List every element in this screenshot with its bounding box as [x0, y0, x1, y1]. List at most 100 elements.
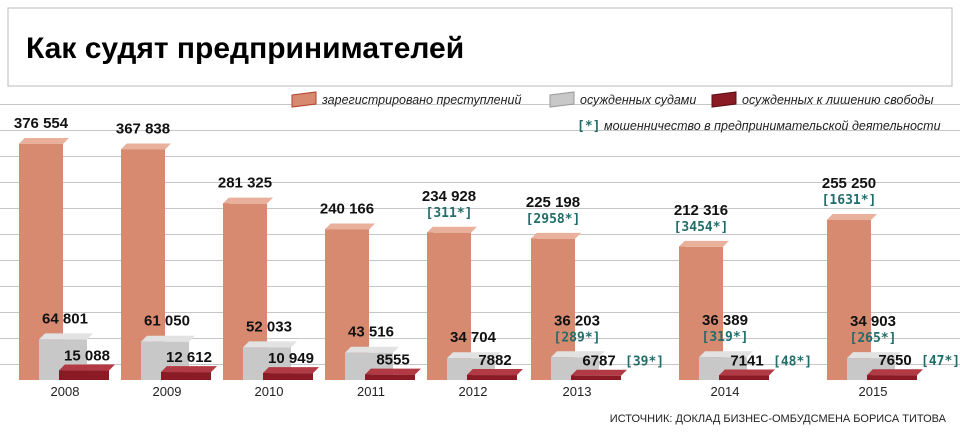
- header-panel: [7, 7, 953, 87]
- value-label-registered-2013: 225 198: [526, 194, 580, 211]
- value-label-registered-2010: 281 325: [218, 175, 272, 192]
- value-label-convicted-2013: 36 203: [554, 312, 600, 329]
- labels-group: 376 554 64 801 15 088 367 838 61 050 12 612 28…: [14, 115, 960, 370]
- bar-top-convicted-2009: [141, 335, 195, 342]
- value-label-convicted-2009: 61 050: [144, 313, 190, 330]
- legend-fraud-label: мошенничество в предпринимательской деят…: [604, 119, 941, 133]
- bar-top-registered-2009: [121, 143, 171, 150]
- bar-top-registered-2013: [531, 232, 581, 239]
- value-label-imprisoned-2012: 7882: [478, 352, 511, 369]
- legend-fraud-marker: [*]: [577, 119, 600, 134]
- note-label-registered-2012: [311*]: [426, 206, 473, 221]
- bar-registered-2012: [427, 226, 477, 380]
- bar-top-registered-2012: [427, 226, 477, 233]
- note-label-imprisoned-2013: [39*]: [625, 355, 664, 370]
- bar-top-registered-2008: [19, 138, 69, 144]
- bar-imprisoned-2013: [571, 369, 627, 380]
- note-label-imprisoned-2015: [47*]: [921, 354, 960, 369]
- value-label-imprisoned-2015: 7650: [878, 352, 911, 369]
- bar-top-convicted-2010: [243, 341, 297, 348]
- value-label-registered-2011: 240 166: [320, 200, 374, 217]
- bar-imprisoned-2010: [263, 367, 319, 380]
- bar-top-registered-2011: [325, 223, 375, 230]
- bar-top-imprisoned-2010: [263, 367, 319, 374]
- bar-top-imprisoned-2008: [59, 364, 115, 371]
- bar-top-imprisoned-2013: [571, 369, 627, 376]
- value-label-imprisoned-2009: 12 612: [166, 349, 212, 366]
- bar-top-convicted-2008: [39, 333, 93, 340]
- value-label-convicted-2008: 64 801: [42, 310, 88, 327]
- bar-top-convicted-2015: [847, 352, 901, 359]
- bar-top-imprisoned-2014: [719, 369, 775, 376]
- bar-top-convicted-2014: [699, 351, 753, 358]
- value-label-convicted-2014: 36 389: [702, 312, 748, 329]
- year-label-2009: 2009: [153, 384, 182, 399]
- value-label-imprisoned-2011: 8555: [376, 352, 409, 369]
- bar-convicted-2011: [345, 346, 399, 380]
- bar-top-registered-2015: [827, 214, 877, 221]
- year-label-2008: 2008: [51, 384, 80, 399]
- year-label-2015: 2015: [859, 384, 888, 399]
- value-label-registered-2014: 212 316: [674, 202, 728, 219]
- value-label-registered-2009: 367 838: [116, 120, 170, 137]
- legend-label-registered: зарегистрировано преступлений: [321, 93, 521, 107]
- value-label-convicted-2010: 52 033: [246, 318, 292, 335]
- note-label-convicted-2013: [289*]: [554, 330, 601, 345]
- value-label-registered-2012: 234 928: [422, 188, 476, 205]
- value-label-imprisoned-2010: 10 949: [268, 350, 314, 367]
- legend-swatch-registered: [291, 91, 317, 108]
- legend-item-imprisoned: осужденных к лишению свободы: [711, 91, 934, 108]
- bar-front-imprisoned-2010: [263, 373, 313, 380]
- bar-imprisoned-2015: [867, 369, 923, 380]
- note-label-imprisoned-2014: [48*]: [773, 355, 812, 370]
- bar-front-imprisoned-2014: [719, 375, 769, 380]
- value-label-imprisoned-2013: 6787: [582, 353, 615, 370]
- bar-top-imprisoned-2012: [467, 369, 523, 376]
- year-label-2013: 2013: [563, 384, 592, 399]
- bar-top-convicted-2011: [345, 346, 399, 353]
- legend-swatch-convicted: [549, 91, 575, 108]
- chart-title: Как судят предпринимателей: [26, 32, 464, 65]
- source-note: ИСТОЧНИК: ДОКЛАД БИЗНЕС-ОМБУДСМЕНА БОРИС…: [610, 413, 947, 425]
- value-label-registered-2015: 255 250: [822, 175, 876, 192]
- bar-top-imprisoned-2011: [365, 368, 421, 375]
- bar-imprisoned-2008: [59, 364, 115, 380]
- note-label-registered-2013: [2958*]: [526, 212, 581, 227]
- bar-top-convicted-2012: [447, 352, 501, 359]
- bar-top-registered-2014: [679, 240, 729, 247]
- year-label-2014: 2014: [711, 384, 740, 399]
- bar-imprisoned-2011: [365, 368, 421, 380]
- value-label-imprisoned-2014: 7141: [730, 353, 763, 370]
- value-label-convicted-2011: 43 516: [348, 324, 394, 341]
- value-label-registered-2008: 376 554: [14, 115, 69, 132]
- bar-top-convicted-2013: [551, 351, 605, 358]
- legend-item-convicted: осужденных судами: [549, 91, 696, 108]
- bar-registered-2010: [223, 197, 273, 380]
- legend-swatch-imprisoned: [711, 91, 737, 108]
- bar-front-imprisoned-2015: [867, 375, 917, 380]
- legend-label-imprisoned: осужденных к лишению свободы: [742, 93, 934, 107]
- bars-group: [19, 138, 923, 380]
- bar-imprisoned-2009: [161, 366, 217, 380]
- bar-top-imprisoned-2009: [161, 366, 217, 373]
- value-label-convicted-2012: 34 704: [450, 329, 497, 346]
- legend-item-fraud-note: [*] мошенничество в предпринимательской …: [577, 119, 941, 134]
- note-label-registered-2014: [3454*]: [674, 220, 729, 235]
- year-axis: 2008 2009 2010 2011 2012 2013 2014 2015: [51, 384, 888, 399]
- note-label-convicted-2014: [319*]: [702, 330, 749, 345]
- note-label-convicted-2015: [265*]: [850, 331, 897, 346]
- bar-front-imprisoned-2012: [467, 375, 517, 380]
- bar-registered-2015: [827, 214, 877, 380]
- bar-imprisoned-2012: [467, 369, 523, 380]
- value-label-imprisoned-2008: 15 088: [64, 348, 110, 365]
- legend-label-convicted: осужденных судами: [580, 93, 696, 107]
- year-label-2010: 2010: [255, 384, 284, 399]
- bar-top-imprisoned-2015: [867, 369, 923, 376]
- bar-front-imprisoned-2009: [161, 372, 211, 380]
- legend-item-registered: зарегистрировано преступлений: [291, 91, 521, 108]
- year-label-2011: 2011: [357, 384, 385, 399]
- bar-front-imprisoned-2011: [365, 374, 415, 380]
- bar-imprisoned-2014: [719, 369, 775, 380]
- bar-front-imprisoned-2008: [59, 370, 109, 380]
